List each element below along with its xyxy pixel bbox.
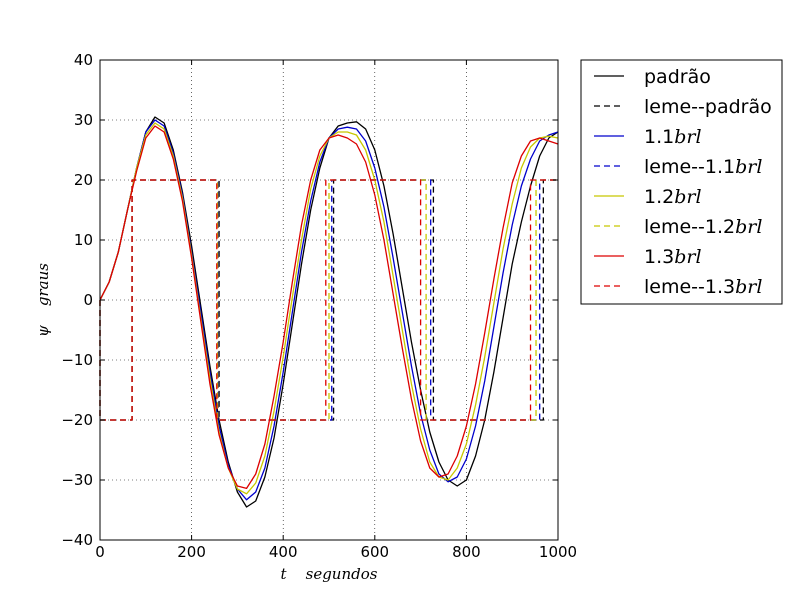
legend-label: 1.3brl: [644, 246, 702, 268]
legend-label: leme--1.3brl: [644, 276, 762, 298]
x-tick-label: 200: [177, 543, 206, 561]
y-tick-label: 20: [74, 171, 93, 189]
x-tick-label: 1000: [539, 543, 577, 561]
y-tick-label: −40: [61, 531, 93, 549]
x-axis-label: t segundos: [281, 565, 378, 583]
series-line: [99, 179, 558, 421]
series-layer: [99, 116, 559, 508]
legend-box: [580, 59, 783, 305]
legend-label: leme--1.2brl: [644, 216, 762, 238]
y-tick-label: −30: [61, 471, 93, 489]
y-tick-label: 40: [74, 51, 93, 69]
y-tick-label: −10: [61, 351, 93, 369]
x-tick-label: 0: [95, 543, 105, 561]
axis-ticks: 0 200 400 600 800 1000 −40 −30 −20 −10 0 10 20 30 40: [61, 51, 577, 561]
x-tick-label: 400: [269, 543, 298, 561]
x-tick-label: 800: [452, 543, 481, 561]
legend: padrão leme--padrão 1.1brl leme--1.1brl 1.2b…: [580, 59, 783, 305]
y-tick-label: −20: [61, 411, 93, 429]
legend-label: leme--padrão: [644, 96, 772, 118]
series-line: [99, 125, 559, 490]
legend-label: 1.2brl: [644, 186, 702, 208]
grid: [100, 60, 558, 540]
x-tick-label: 600: [360, 543, 389, 561]
legend-label: leme--1.1brl: [644, 156, 762, 178]
y-tick-label: 0: [83, 291, 93, 309]
legend-label: padrão: [644, 66, 711, 88]
y-tick-label: 30: [74, 111, 93, 129]
legend-label: 1.1brl: [644, 126, 702, 148]
y-axis-label: ψ graus: [34, 263, 52, 337]
y-tick-label: 10: [74, 231, 93, 249]
